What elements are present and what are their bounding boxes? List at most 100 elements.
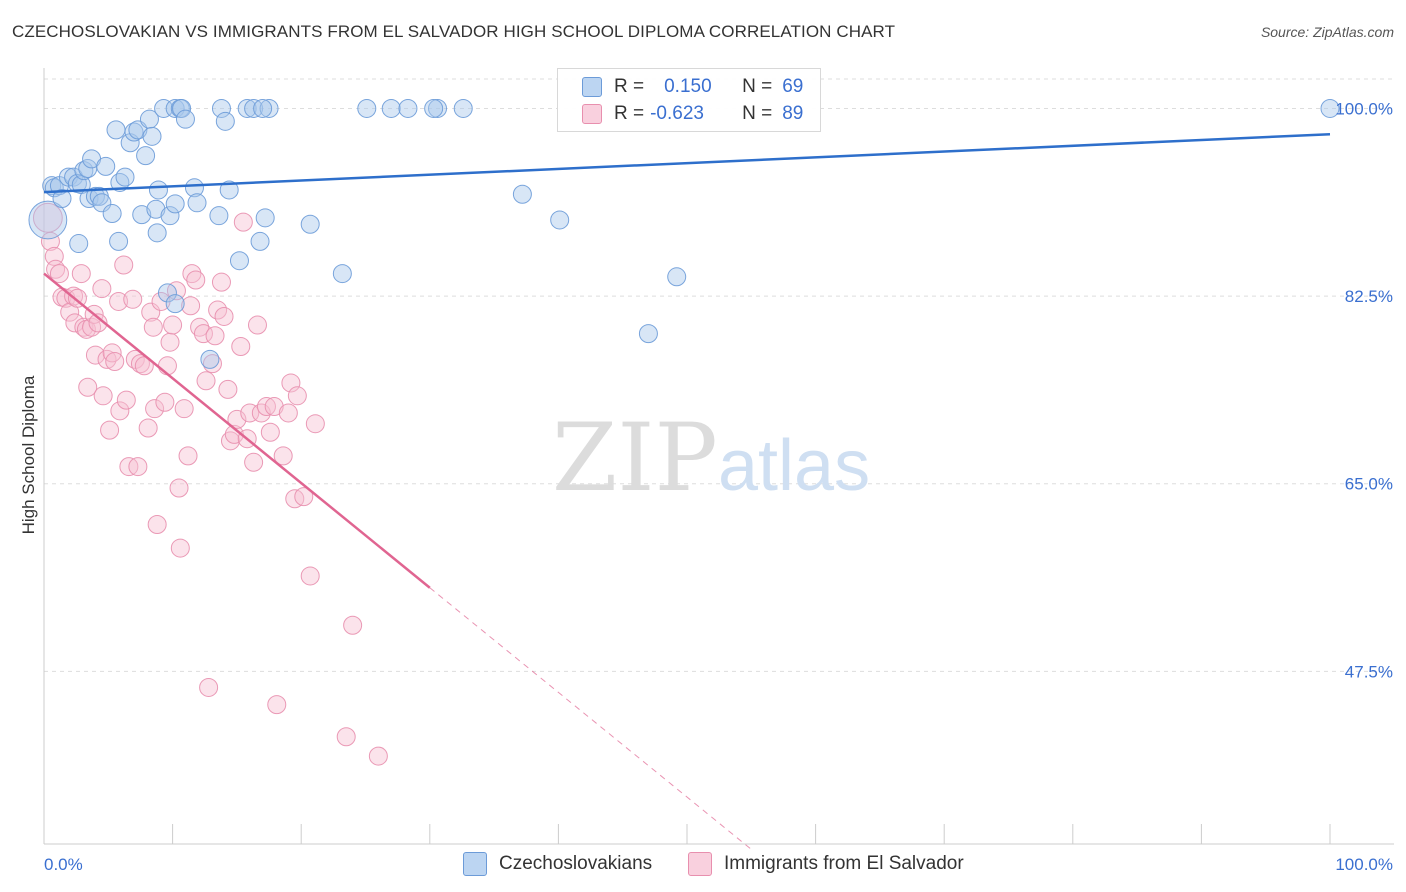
czechoslovakian-point: [146, 199, 166, 219]
legend-n-value: 69: [782, 76, 804, 97]
czechoslovakian-point: [211, 98, 231, 118]
czechoslovakian-point: [165, 194, 185, 214]
el-salvador-point: [181, 296, 201, 316]
czechoslovakian-point: [215, 111, 235, 131]
el-salvador-points: [32, 202, 388, 766]
el-salvador-point: [278, 403, 298, 423]
x-tick-label: 0.0%: [44, 855, 83, 874]
el-salvador-point: [141, 302, 161, 322]
legend-r-label: R =: [614, 76, 645, 97]
czechoslovakian-point: [184, 178, 204, 198]
legend-r-value: -0.623: [650, 103, 704, 124]
el-salvador-point: [157, 356, 177, 376]
czechoslovakian-point: [219, 180, 239, 200]
el-salvador-point: [128, 457, 148, 477]
el-salvador-point: [267, 695, 287, 715]
el-salvador-point: [105, 352, 125, 371]
el-salvador-point: [233, 212, 253, 232]
el-salvador-point: [138, 418, 158, 438]
legend-n-value: 89: [782, 103, 804, 124]
el-salvador-point: [123, 289, 143, 309]
czechoslovakian-point: [28, 200, 68, 240]
bottom-legend-label: Czechoslovakians: [499, 853, 653, 874]
el-salvador-point: [74, 317, 94, 337]
el-salvador-point: [85, 345, 105, 365]
el-salvador-point: [100, 420, 120, 440]
el-salvador-point: [155, 392, 175, 412]
czechoslovakian-point: [142, 126, 162, 146]
chart-title: CZECHOSLOVAKIAN VS IMMIGRANTS FROM EL SA…: [12, 22, 896, 41]
y-tick-label: 47.5%: [1345, 662, 1393, 681]
el-salvador-point: [71, 264, 91, 284]
czechoslovakian-point: [424, 98, 444, 118]
czechoslovakian-point: [148, 180, 168, 200]
czechoslovakian-point: [253, 98, 273, 118]
el-salvador-point: [169, 478, 189, 498]
czechoslovakian-point: [96, 156, 116, 176]
czechoslovakian-point: [52, 189, 72, 209]
el-salvador-point: [114, 255, 134, 275]
el-salvador-point: [264, 397, 284, 417]
el-salvador-point: [178, 446, 198, 466]
czechoslovakian-point: [175, 109, 195, 129]
el-salvador-point: [205, 326, 225, 346]
el-salvador-point: [110, 401, 130, 421]
legend-r-label: R =: [614, 103, 645, 124]
czechoslovakian-point: [229, 251, 249, 271]
czechoslovakian-point: [200, 349, 220, 369]
czechoslovakian-point: [110, 172, 130, 192]
el-salvador-point: [170, 538, 190, 558]
el-salvador-point: [109, 291, 129, 311]
czechoslovakian-point: [165, 98, 185, 118]
czechoslovakian-trend-line: [43, 132, 1331, 194]
czechoslovakian-point: [42, 176, 62, 196]
czechoslovakian-point: [512, 184, 532, 204]
el-salvador-point: [247, 315, 267, 335]
czechoslovakian-point: [255, 208, 275, 228]
el-salvador-point: [196, 371, 216, 391]
el-salvador-point: [273, 446, 293, 466]
y-tick-label: 65.0%: [1345, 475, 1393, 494]
czechoslovakian-point: [300, 214, 320, 234]
czechoslovakian-point: [250, 231, 270, 251]
trend-lines: [43, 132, 1331, 850]
czechoslovakian-point: [157, 283, 177, 303]
czechoslovakian-point: [69, 234, 89, 254]
x-tick-label: 100.0%: [1335, 855, 1393, 874]
legend-swatch-pink: [582, 104, 602, 124]
bottom-legend-swatch-pink: [688, 852, 712, 876]
y-axis-label: High School Diploma: [19, 375, 38, 534]
legend-r-value: 0.150: [664, 76, 712, 97]
source-note: Source: ZipAtlas.com: [1260, 24, 1394, 40]
el-salvador-point: [32, 202, 63, 233]
el-salvador-trend-line: [43, 272, 431, 589]
czechoslovakian-point: [136, 146, 156, 166]
czechoslovakian-point: [1320, 98, 1340, 118]
el-salvador-point: [244, 452, 264, 472]
axes: [43, 68, 1394, 845]
el-salvador-trend-extension: [429, 587, 752, 850]
czechoslovakian-point: [92, 193, 112, 213]
y-tick-label: 82.5%: [1345, 287, 1393, 306]
legend-n-label: N =: [742, 103, 773, 124]
el-salvador-point: [287, 386, 307, 406]
el-salvador-point: [193, 324, 213, 344]
el-salvador-point: [211, 272, 231, 292]
bottom-legend-swatch-blue: [463, 852, 487, 876]
el-salvador-point: [163, 315, 183, 335]
czechoslovakian-point: [332, 264, 352, 284]
el-salvador-point: [88, 313, 108, 333]
bottom-legend-el-salvador: Immigrants from El Salvador: [688, 851, 964, 877]
el-salvador-point: [49, 264, 69, 284]
czechoslovakian-point: [667, 267, 687, 287]
el-salvador-point: [67, 288, 87, 308]
el-salvador-point: [92, 279, 112, 299]
el-salvador-point: [214, 306, 234, 326]
czechoslovakian-points: [28, 98, 1340, 369]
el-salvador-point: [256, 397, 276, 417]
czechoslovakian-point: [187, 193, 207, 213]
el-salvador-point: [116, 390, 136, 410]
legend-n-label: N =: [742, 76, 773, 97]
bottom-legend-czechoslovakians: Czechoslovakians: [463, 851, 652, 877]
